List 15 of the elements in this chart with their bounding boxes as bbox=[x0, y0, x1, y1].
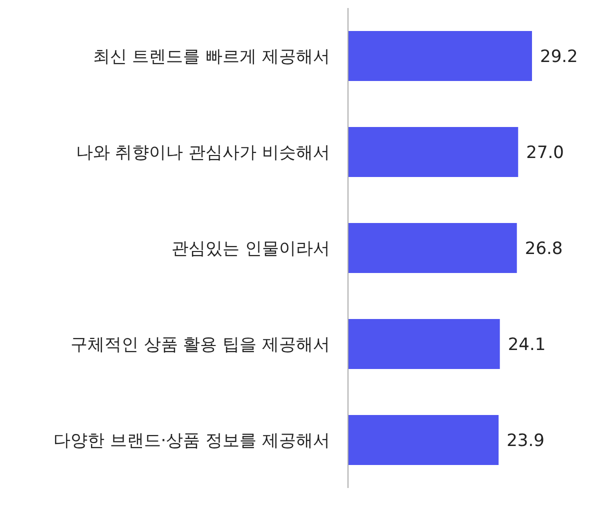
data-label: 26.8 bbox=[524, 238, 563, 259]
bar bbox=[348, 127, 518, 177]
data-label: 27.0 bbox=[526, 142, 564, 163]
y-tick-label: 나와 취향이나 관심사가 비슷해서 bbox=[76, 143, 330, 164]
data-label: 24.1 bbox=[508, 334, 546, 355]
y-tick-label: 구체적인 상품 활용 팁을 제공해서 bbox=[70, 335, 330, 356]
y-tick-label: 최신 트렌드를 빠르게 제공해서 bbox=[92, 47, 330, 68]
bar bbox=[348, 31, 532, 81]
y-tick-label: 관심있는 인물이라서 bbox=[172, 239, 330, 260]
y-tick-label: 다양한 브랜드·상품 정보를 제공해서 bbox=[53, 431, 330, 452]
bar bbox=[348, 223, 517, 273]
bar bbox=[348, 415, 499, 465]
data-label: 23.9 bbox=[506, 430, 544, 451]
bar bbox=[348, 319, 500, 369]
data-label: 29.2 bbox=[540, 46, 578, 67]
